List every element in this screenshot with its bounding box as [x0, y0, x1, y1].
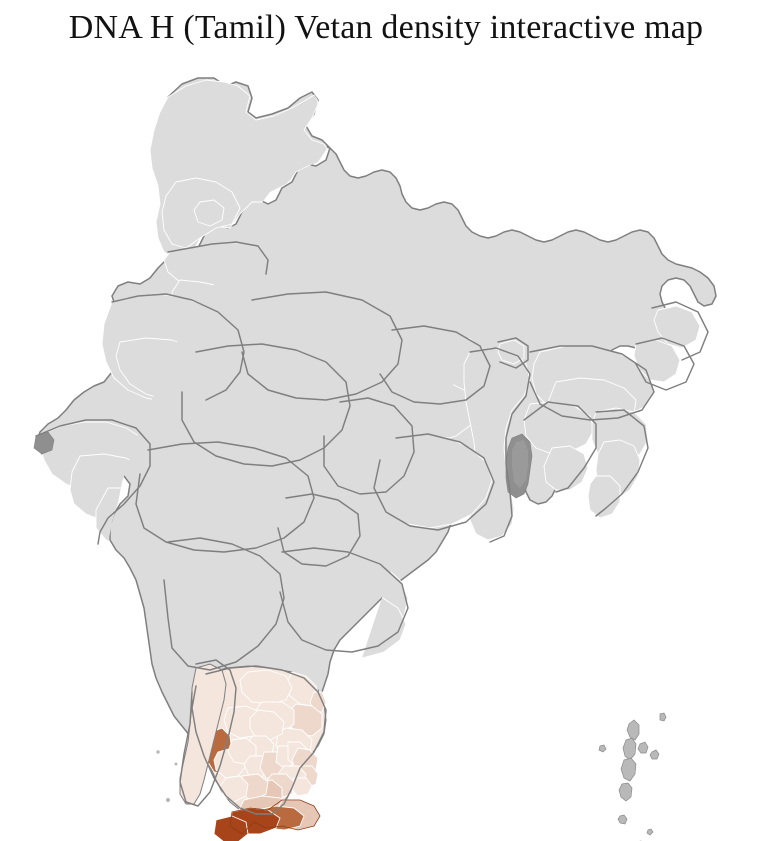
island-car-nicobar: [617, 814, 628, 825]
lakshadweep-dot-3: [174, 762, 178, 766]
island-little-andaman: [618, 782, 633, 802]
lakshadweep-islands[interactable]: [156, 750, 178, 803]
india-map-svg[interactable]: [0, 52, 772, 841]
page-title: DNA H (Tamil) Vetan density interactive …: [68, 9, 704, 46]
andaman-nicobar-islands[interactable]: [598, 712, 667, 841]
island-small-dot-b: [646, 828, 654, 836]
island-south-andaman: [620, 757, 637, 782]
island-middle-andaman: [622, 737, 637, 761]
nodata-coastal-strip: [512, 440, 528, 488]
island-ritchie: [637, 741, 649, 754]
map-canvas[interactable]: [0, 52, 772, 841]
state-borders: [35, 241, 709, 815]
tamil-nadu-choropleth[interactable]: [191, 665, 327, 841]
nodata-regions: [33, 431, 533, 499]
tn-district-kanniyakumari[interactable]: [213, 815, 249, 841]
island-north-andaman: [626, 719, 640, 741]
island-small-dot-a: [598, 744, 607, 753]
tn-district-chennai[interactable]: [309, 691, 327, 713]
lakshadweep-dot-1: [165, 797, 171, 803]
island-narcondam: [659, 712, 667, 722]
lakshadweep-dot-2: [156, 750, 160, 754]
nodata-kutch-west: [33, 431, 55, 455]
tn-districts[interactable]: [205, 669, 327, 841]
island-barren: [649, 749, 660, 760]
tn-high-density-outline: [229, 799, 321, 835]
